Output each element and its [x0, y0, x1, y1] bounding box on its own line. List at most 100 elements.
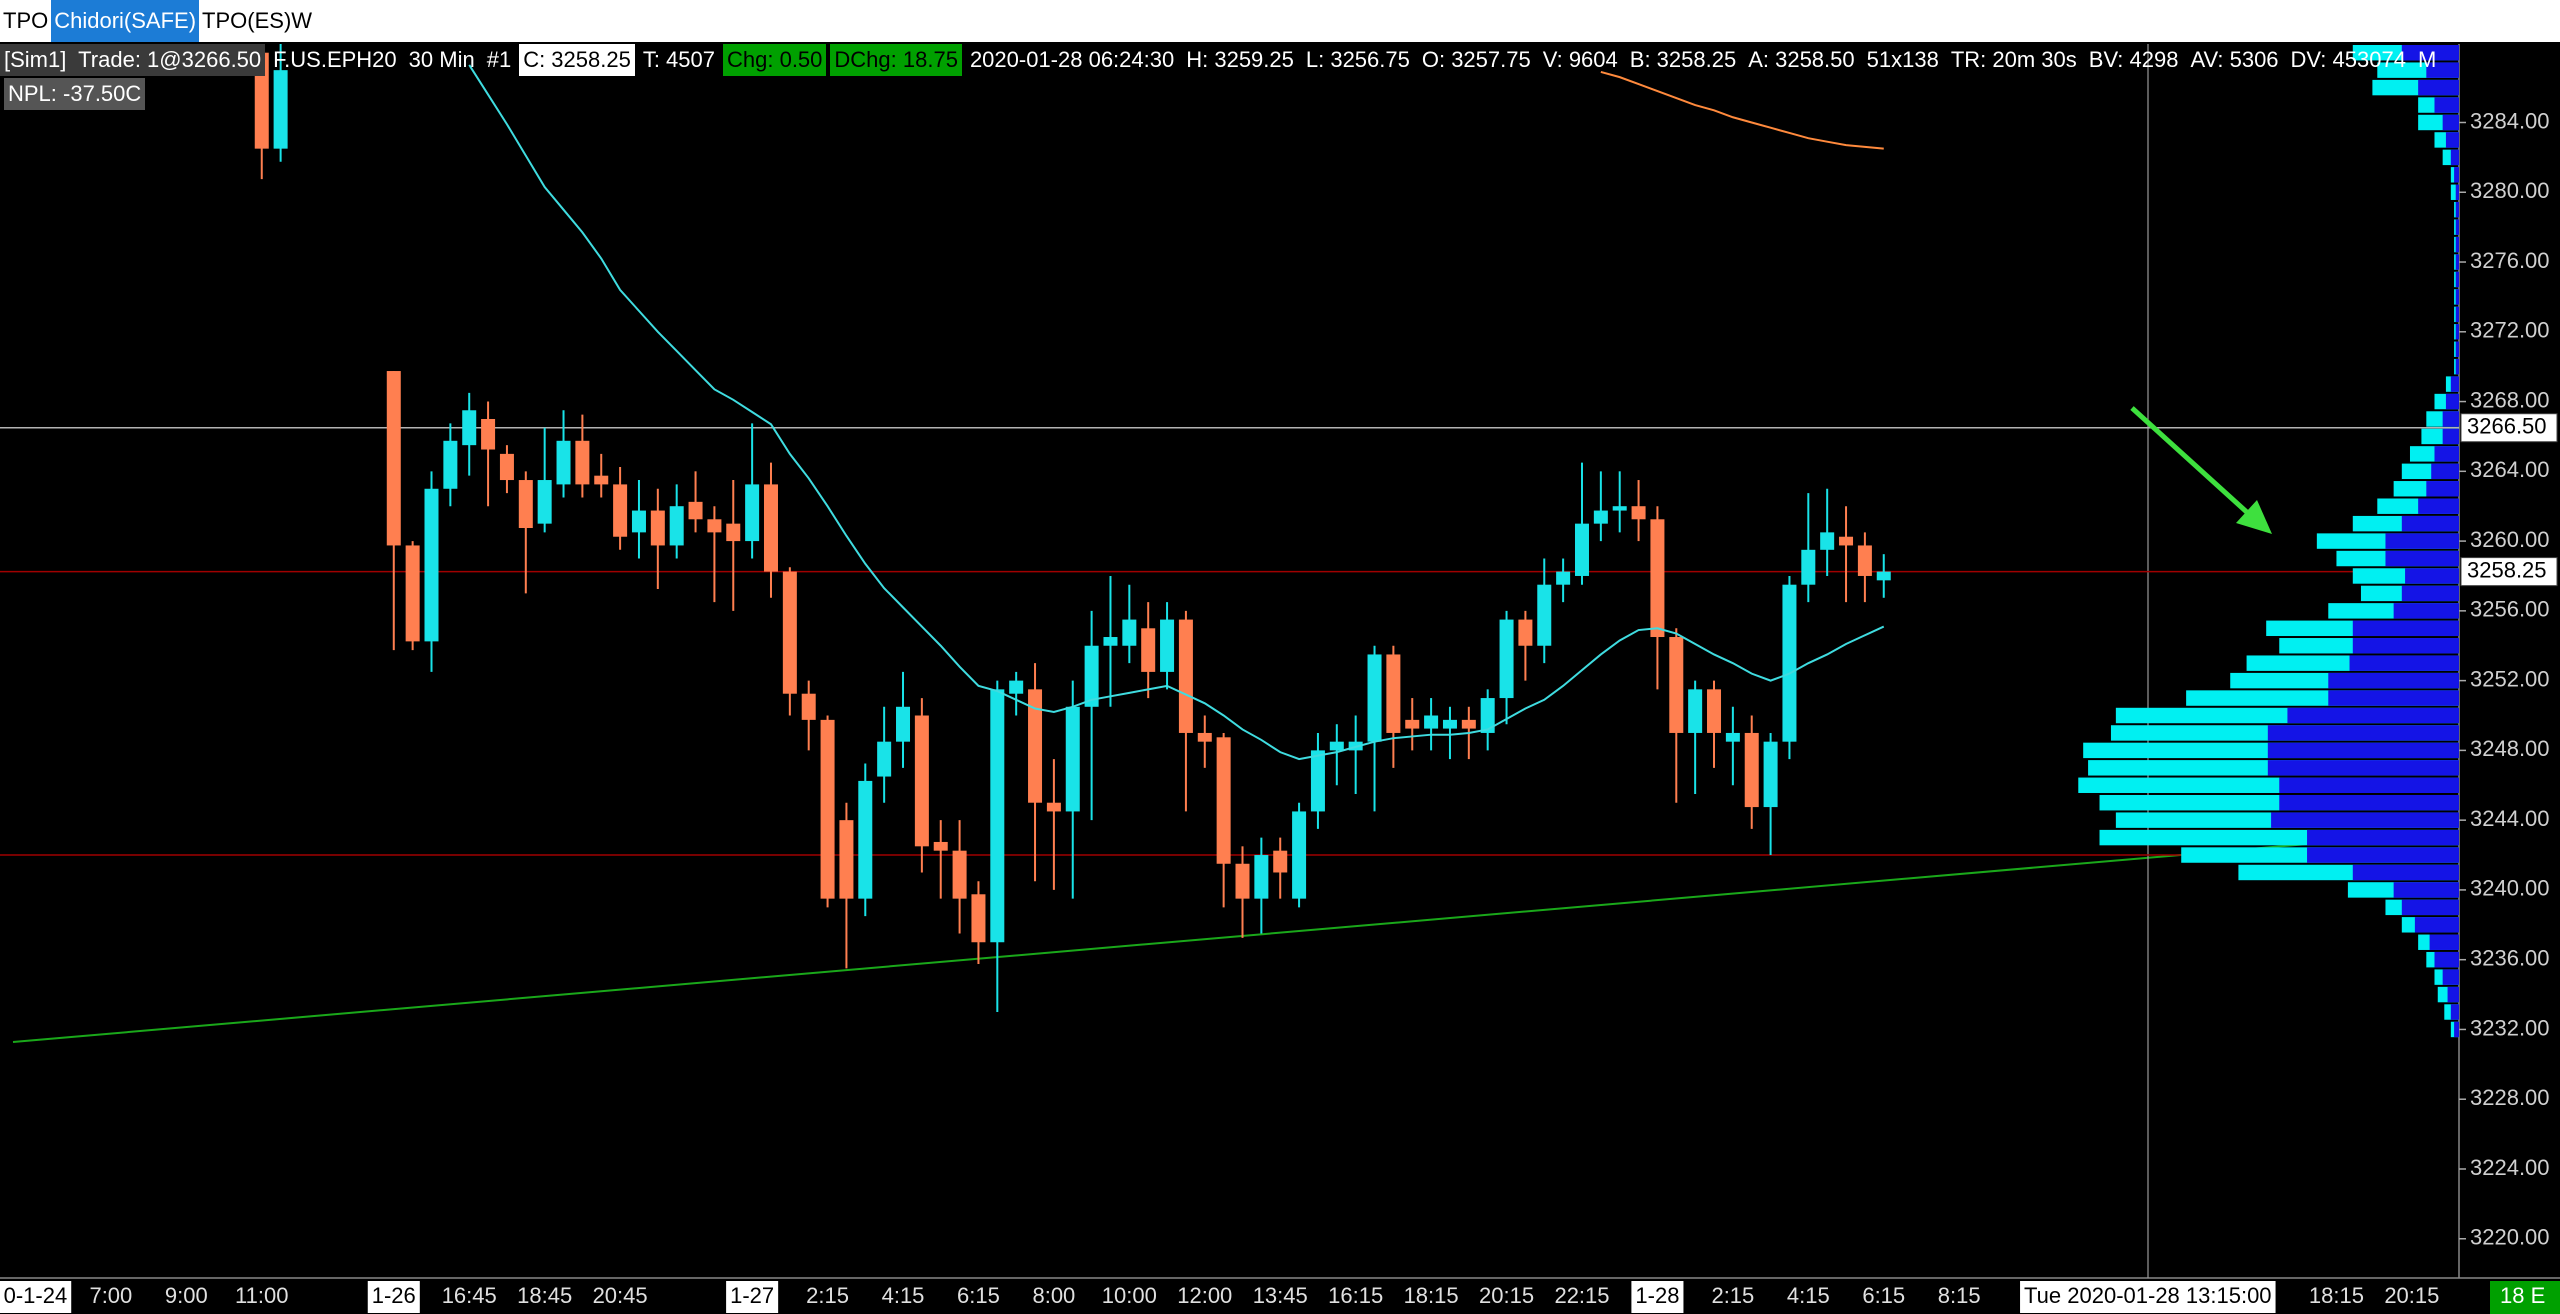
- info-item: Chg: 0.50: [723, 44, 827, 76]
- profile-part: [2442, 411, 2459, 427]
- profile-part: [2455, 254, 2459, 270]
- x-tick-label: 16:45: [442, 1283, 497, 1308]
- tab[interactable]: TPO(ES)W: [202, 8, 313, 33]
- info-item: TR: 20m 30s: [1950, 47, 2077, 72]
- candle-body: [1518, 619, 1533, 646]
- x-tick-label: 18:15: [2309, 1283, 2364, 1308]
- profile-part: [2401, 515, 2459, 532]
- x-tick-label: 6:15: [1862, 1283, 1905, 1308]
- x-tick-label: 18:15: [1404, 1283, 1459, 1308]
- candle-body: [1839, 536, 1854, 546]
- profile-part: [2418, 79, 2459, 96]
- info-item: [Sim1] Trade: 1@3266.50: [0, 44, 266, 76]
- candle-body: [952, 850, 967, 899]
- y-tick-label: 3268.00: [2470, 387, 2550, 412]
- candle-body: [631, 510, 646, 533]
- candle-body: [1707, 689, 1722, 733]
- tab[interactable]: TPO: [3, 8, 49, 33]
- profile-part: [2434, 97, 2459, 113]
- profile-part: [2401, 899, 2459, 916]
- candle-body: [386, 371, 401, 546]
- profile-part: [2445, 393, 2459, 410]
- axes: 3220.00 3224.00 3228.00 3232.00 3236.00 3240.…: [0, 108, 2560, 1314]
- candle-body: [1782, 584, 1797, 742]
- candle-body: [424, 488, 439, 642]
- candle-body: [1046, 802, 1061, 812]
- candle-body: [1556, 571, 1571, 585]
- candle-body: [1480, 698, 1495, 733]
- info-item: 51x138: [1866, 47, 1939, 72]
- profile-part: [2307, 829, 2459, 846]
- candle-body: [933, 841, 948, 851]
- candle-body: [1141, 628, 1156, 672]
- profile-bar: [2450, 184, 2459, 200]
- info-item: AV: 5306: [2190, 47, 2279, 72]
- pnl: NPL: -37.50C: [4, 78, 146, 110]
- y-tick-label: 3256.00: [2470, 597, 2550, 622]
- indicator-line: [468, 64, 1885, 761]
- candle-body: [914, 715, 929, 847]
- candle-body: [877, 741, 892, 777]
- candle-body: [1574, 523, 1589, 576]
- profile-part: [2455, 289, 2459, 305]
- candle-body: [518, 480, 533, 529]
- x-tick-label: 1-27: [730, 1283, 774, 1308]
- info-item: V: 9604: [1542, 47, 1618, 72]
- candle-body: [763, 484, 778, 572]
- candle-body: [537, 480, 552, 524]
- y-tick-label: 3272.00: [2470, 318, 2550, 343]
- profile-part: [2349, 655, 2459, 671]
- arrow: [2130, 406, 2272, 534]
- y-tick-label: 3220.00: [2470, 1225, 2550, 1250]
- profile-part: [2431, 463, 2459, 480]
- profile-part: [2455, 271, 2459, 288]
- profile-part: [2442, 969, 2459, 985]
- tab[interactable]: Chidori(SAFE): [51, 0, 200, 42]
- profile-part: [2287, 707, 2459, 724]
- candle-body: [707, 519, 722, 533]
- indicator-line: [1600, 70, 1884, 150]
- profile-part: [2401, 45, 2459, 61]
- info-item: M: [2417, 47, 2437, 72]
- profile-part: [2385, 550, 2459, 567]
- profile-part: [2454, 167, 2459, 183]
- x-label-box: [726, 1281, 779, 1313]
- profile-part: [2434, 446, 2459, 462]
- profile-part: [2445, 132, 2459, 148]
- x-label-box: [1631, 1281, 1684, 1313]
- candle-body: [1631, 506, 1646, 520]
- y-tick-label: 3280.00: [2470, 178, 2550, 203]
- candle-body: [1820, 532, 1835, 550]
- candle-body: [575, 440, 590, 485]
- price-marker: [2460, 557, 2558, 587]
- profile-part: [2267, 760, 2459, 776]
- y-tick-label: 3248.00: [2470, 736, 2550, 761]
- candle-body: [971, 894, 986, 943]
- candle-body: [650, 510, 665, 546]
- y-tick-label: 3264.00: [2470, 457, 2550, 482]
- candle-body: [481, 418, 496, 450]
- candle-body: [1367, 654, 1382, 742]
- candle-body: [1273, 850, 1288, 873]
- profile-part: [2442, 428, 2459, 445]
- y-tick-label: 3260.00: [2470, 527, 2550, 552]
- candle-body: [1310, 750, 1325, 812]
- info-item: A: 3258.50: [1748, 47, 1855, 72]
- candle-body: [405, 545, 420, 642]
- profile-part: [2434, 951, 2459, 968]
- profile-part: [2447, 986, 2459, 1003]
- profile-part: [2328, 672, 2459, 689]
- candle-body: [499, 453, 514, 481]
- candle-body: [1688, 689, 1703, 733]
- profile-part: [2393, 603, 2459, 619]
- x-label-box: [367, 1281, 420, 1313]
- trend-line: [12, 832, 2436, 1043]
- y-tick-label: 3236.00: [2470, 946, 2550, 971]
- candle-body: [254, 52, 269, 149]
- candle-body: [273, 70, 288, 149]
- price-marker-label: 3258.25: [2467, 557, 2547, 582]
- candle-body: [801, 693, 816, 720]
- y-tick-label: 3228.00: [2470, 1085, 2550, 1110]
